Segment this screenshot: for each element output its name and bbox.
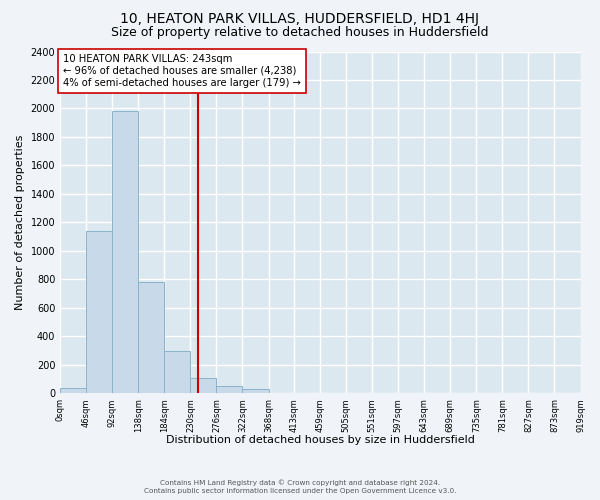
- Y-axis label: Number of detached properties: Number of detached properties: [15, 134, 25, 310]
- Text: Size of property relative to detached houses in Huddersfield: Size of property relative to detached ho…: [111, 26, 489, 39]
- Text: 10 HEATON PARK VILLAS: 243sqm
← 96% of detached houses are smaller (4,238)
4% of: 10 HEATON PARK VILLAS: 243sqm ← 96% of d…: [63, 54, 301, 88]
- Bar: [164, 350, 190, 394]
- Text: Contains HM Land Registry data © Crown copyright and database right 2024.
Contai: Contains HM Land Registry data © Crown c…: [144, 479, 456, 494]
- Bar: [242, 389, 269, 394]
- Bar: [217, 386, 242, 394]
- Bar: [139, 282, 164, 394]
- Bar: [60, 388, 86, 394]
- Text: 10, HEATON PARK VILLAS, HUDDERSFIELD, HD1 4HJ: 10, HEATON PARK VILLAS, HUDDERSFIELD, HD…: [121, 12, 479, 26]
- Bar: [190, 378, 217, 394]
- Bar: [112, 112, 139, 394]
- Bar: [86, 231, 112, 394]
- X-axis label: Distribution of detached houses by size in Huddersfield: Distribution of detached houses by size …: [166, 435, 475, 445]
